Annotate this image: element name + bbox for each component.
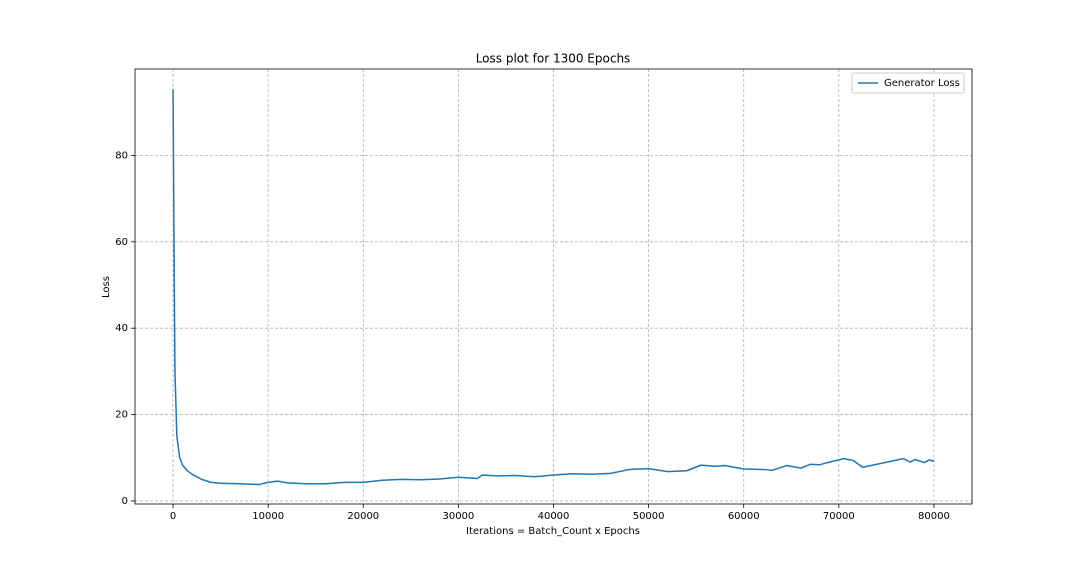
x-tick-label: 20000 <box>347 511 379 522</box>
y-tick-label: 20 <box>115 410 128 421</box>
y-tick-label: 40 <box>115 323 128 334</box>
x-tick-label: 70000 <box>823 511 855 522</box>
y-tick-label: 60 <box>115 237 128 248</box>
x-tick-label: 10000 <box>252 511 284 522</box>
legend-box <box>851 72 965 94</box>
y-axis-label: Loss <box>101 276 112 298</box>
data-line <box>172 89 935 486</box>
x-tick-label: 30000 <box>442 511 474 522</box>
x-tick-label: 60000 <box>728 511 760 522</box>
legend-label: Generator Loss <box>884 78 960 89</box>
x-axis-label: Iterations = Batch_Count x Epochs <box>466 526 640 537</box>
y-tick-label: 0 <box>122 496 128 507</box>
plot-frame <box>134 68 973 505</box>
x-tick-label: 80000 <box>918 511 950 522</box>
chart-title: Loss plot for 1300 Epochs <box>476 52 631 66</box>
y-tick-label: 80 <box>115 150 128 161</box>
x-tick-label: 50000 <box>633 511 665 522</box>
x-tick-label: 0 <box>170 511 176 522</box>
x-tick-label: 40000 <box>538 511 570 522</box>
